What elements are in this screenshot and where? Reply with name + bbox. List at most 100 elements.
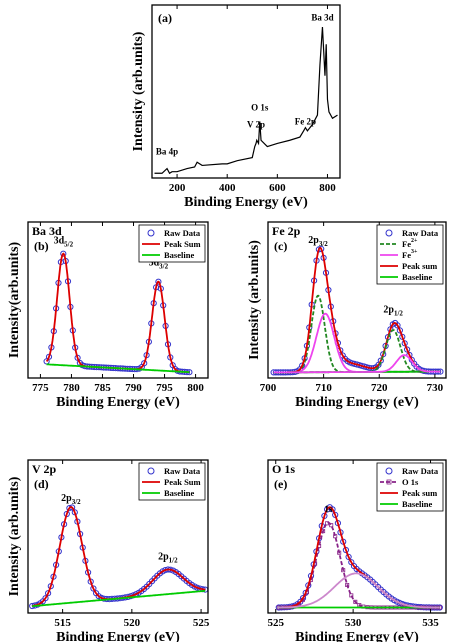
x-tick-label: 200	[169, 182, 186, 194]
axes-frame-c	[267, 221, 447, 379]
legend-entry-label: Raw Data	[164, 466, 201, 476]
y-axis-label: Intensity(arb.units)	[7, 242, 22, 359]
panel-b: 775 780 785 790 795 800 Binding Energy (eV) Int…	[7, 221, 209, 410]
raw-data-point	[60, 250, 67, 257]
raw-data-point	[45, 590, 52, 597]
peak-annotation: O 1s	[251, 102, 269, 112]
legend-entry-label: Baseline	[402, 499, 432, 509]
legend-entry-label: Peak sum	[402, 488, 437, 498]
x-tick-label: 700	[260, 382, 277, 394]
legend-swatch-marker	[386, 479, 392, 485]
axes-frame-a	[151, 4, 341, 179]
y-axis-label: Intensity (arb.units)	[7, 476, 22, 596]
raw-data-point	[42, 595, 49, 602]
plot-area-b	[43, 250, 193, 376]
legend-swatch-marker	[385, 467, 393, 475]
y-axis-label: Intensity (arb.units)	[131, 31, 146, 151]
x-axis-label: Binding Energy (eV)	[295, 630, 419, 642]
x-tick-label: 775	[32, 382, 49, 394]
series-line-peak-sum	[45, 252, 190, 374]
legend-swatch-marker	[147, 229, 155, 237]
panel-label: (c)	[274, 239, 287, 253]
peak-annotation: 2p1/2	[383, 305, 403, 318]
x-tick-label: 400	[219, 182, 236, 194]
component-point	[345, 583, 350, 588]
x-tick-label: 795	[156, 382, 173, 394]
plot-area-d	[29, 504, 208, 610]
legend-entry-label: Baseline	[164, 488, 194, 498]
series-line-peak-sum	[31, 506, 206, 607]
component-point	[329, 523, 334, 528]
x-tick-label: 520	[124, 617, 141, 629]
x-axis-label: Binding Energy (eV)	[56, 630, 180, 642]
peak-annotation: 3d5/2	[54, 236, 74, 249]
peak-annotation: 1s	[324, 504, 333, 514]
x-axis-label: Binding Energy (eV)	[56, 395, 180, 410]
raw-data-point	[90, 585, 97, 592]
raw-data-point	[396, 327, 403, 334]
legend-entry-label: Peak Sum	[164, 477, 201, 487]
y-axis-label: Intensity (arb.units)	[247, 240, 262, 360]
series-line-baseline	[46, 363, 190, 374]
element-label: Fe 2p	[272, 224, 301, 238]
element-label: Ba 3d	[32, 224, 62, 238]
peak-annotation: 2p3/2	[308, 235, 328, 248]
panel-label: (d)	[34, 477, 49, 491]
element-label: V 2p	[32, 462, 56, 476]
x-tick-label: 790	[125, 382, 142, 394]
x-tick-label: 525	[193, 617, 210, 629]
axes-frame-b	[27, 221, 209, 379]
x-tick-label: 535	[422, 617, 439, 629]
peak-annotation: 3d3/2	[149, 257, 169, 270]
x-tick-label: 730	[427, 382, 444, 394]
component-point	[337, 550, 342, 555]
x-tick-label: 600	[269, 182, 286, 194]
series-line-baseline	[32, 589, 206, 608]
legend-entry-label: Peak sum	[402, 261, 437, 271]
series-line-component	[278, 572, 440, 609]
legend-entry-label: Baseline	[164, 250, 194, 260]
x-tick-label: 515	[54, 617, 71, 629]
x-tick-label: 785	[94, 382, 111, 394]
raw-data-point	[345, 553, 352, 561]
peak-annotation: Fe 2p	[295, 117, 316, 127]
raw-data-point	[43, 358, 50, 365]
legend-entry-label: O 1s	[402, 477, 419, 487]
legend-entry-label: Raw Data	[402, 228, 439, 238]
panel-label: (e)	[274, 477, 287, 491]
axes-frame-d	[27, 459, 209, 614]
x-tick-label: 800	[187, 382, 204, 394]
legend-entry-label: Peak Sum	[164, 239, 201, 249]
x-axis-label: Binding Energy (eV)	[184, 195, 308, 210]
legend-entry-label: Raw Data	[402, 466, 439, 476]
component-point	[353, 599, 358, 604]
raw-data-point	[155, 278, 162, 285]
component-point	[349, 593, 354, 598]
legend-box	[376, 462, 444, 512]
plot-area-a	[154, 26, 338, 175]
peak-annotation: 2p1/2	[158, 552, 178, 565]
x-axis-label: Binding Energy (eV)	[295, 395, 419, 410]
panel-c: 700 710 720 730 Binding Energy (eV) Intensity…	[247, 221, 447, 410]
panel-d: 515 520 525 Binding Energy (eV) Intensity (a…	[7, 459, 210, 642]
legend-swatch-marker	[385, 229, 393, 237]
survey-spectrum-line	[154, 26, 338, 175]
legend-entry-label: Raw Data	[164, 228, 201, 238]
axes-frame-e	[267, 459, 447, 614]
peak-annotation: V 2p	[247, 120, 265, 130]
legend-swatch-marker	[147, 467, 155, 475]
element-label: O 1s	[272, 462, 295, 476]
x-tick-label: 780	[63, 382, 80, 394]
raw-data-point	[394, 322, 401, 329]
panel-a: 200 400 600 800 Binding Energy (eV) Intensity…	[131, 4, 341, 210]
component-point	[333, 534, 338, 539]
plot-area-c	[270, 245, 444, 376]
component-point	[321, 529, 326, 534]
raw-data-point	[329, 506, 336, 513]
peak-annotation: Ba 4p	[156, 146, 178, 156]
